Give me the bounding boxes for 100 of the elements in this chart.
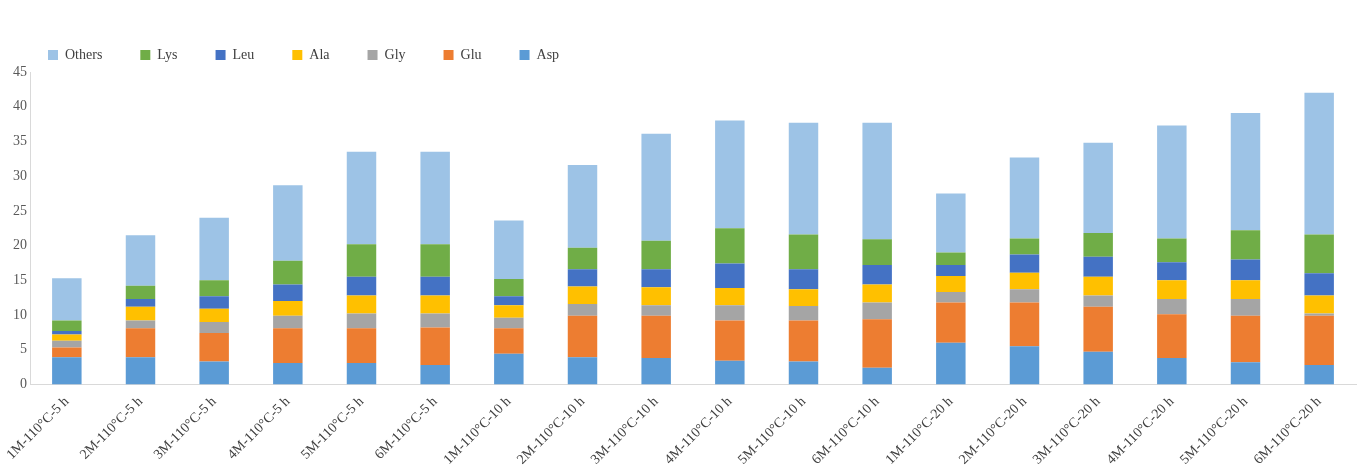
bar xyxy=(1157,262,1187,281)
bar xyxy=(1230,259,1261,281)
y-tick-label: 15 xyxy=(13,271,27,287)
bar xyxy=(862,239,892,265)
bar xyxy=(125,285,156,300)
bar xyxy=(567,269,598,287)
bar xyxy=(715,287,745,306)
bar xyxy=(273,328,303,363)
bar xyxy=(567,357,598,385)
bar xyxy=(1230,299,1261,316)
bar xyxy=(346,295,377,314)
legend-label: Leu xyxy=(232,46,255,62)
bar xyxy=(567,303,598,316)
bar xyxy=(862,284,892,303)
bar xyxy=(52,320,82,331)
legend-label: Gly xyxy=(384,46,406,62)
bar xyxy=(1230,230,1261,260)
bar xyxy=(1304,273,1334,296)
y-tick-label: 25 xyxy=(13,202,27,218)
bar xyxy=(936,292,966,303)
bar xyxy=(346,362,377,385)
bar xyxy=(346,328,377,363)
bar xyxy=(641,269,671,288)
bar xyxy=(936,193,966,253)
bar xyxy=(1009,272,1040,290)
bar xyxy=(788,289,819,306)
bar xyxy=(1157,125,1187,239)
bar xyxy=(567,286,598,304)
bar xyxy=(788,269,819,290)
bar xyxy=(199,321,229,334)
legend-label: Lys xyxy=(157,46,178,62)
bar xyxy=(936,252,966,265)
bar xyxy=(641,358,671,385)
bar xyxy=(199,361,229,385)
bar xyxy=(641,287,671,306)
bar xyxy=(199,333,229,362)
bar xyxy=(1083,256,1113,277)
bar xyxy=(1083,233,1113,257)
bar xyxy=(1009,157,1040,239)
bar xyxy=(420,295,450,314)
y-tick-label: 5 xyxy=(20,341,27,357)
y-tick-label: 30 xyxy=(13,167,27,183)
bar xyxy=(52,340,82,348)
bar xyxy=(199,296,229,309)
bar xyxy=(52,347,82,358)
bar xyxy=(1009,302,1040,347)
bar xyxy=(641,133,671,241)
bar xyxy=(273,260,303,285)
bar xyxy=(936,342,966,385)
bar xyxy=(788,234,819,270)
bar xyxy=(1157,299,1187,315)
bar xyxy=(641,240,671,270)
bar xyxy=(346,276,377,296)
bar xyxy=(494,328,524,354)
legend-label: Glu xyxy=(460,46,482,62)
legend-label: Ala xyxy=(309,46,331,62)
bar xyxy=(1230,315,1261,363)
y-tick-label: 35 xyxy=(13,133,27,149)
bar xyxy=(1009,238,1040,255)
bar xyxy=(1083,276,1113,296)
bar xyxy=(1083,295,1113,307)
bar xyxy=(936,302,966,343)
y-tick-label: 0 xyxy=(20,376,27,392)
bar xyxy=(788,305,819,321)
bar xyxy=(494,305,524,318)
bar xyxy=(1304,234,1334,274)
bar xyxy=(52,278,82,321)
y-tick-label: 45 xyxy=(13,63,27,79)
bar xyxy=(494,278,524,297)
bar xyxy=(420,313,450,328)
bar xyxy=(715,263,745,288)
y-tick-label: 10 xyxy=(13,306,27,322)
bar xyxy=(788,122,819,235)
bar xyxy=(420,364,450,385)
bar xyxy=(1304,364,1334,385)
y-tick-label: 20 xyxy=(13,237,27,253)
bar xyxy=(346,313,377,329)
bar xyxy=(273,315,303,329)
bar xyxy=(641,315,671,359)
bar xyxy=(494,220,524,279)
bar xyxy=(936,276,966,293)
bar xyxy=(125,357,156,385)
bar xyxy=(788,361,819,385)
bar xyxy=(1157,238,1187,263)
bar xyxy=(420,327,450,365)
bar xyxy=(1009,254,1040,273)
bar xyxy=(788,320,819,362)
bar xyxy=(346,151,377,245)
bar xyxy=(1083,306,1113,352)
bar xyxy=(199,280,229,297)
bar xyxy=(715,228,745,264)
legend-label: Others xyxy=(65,46,103,62)
bar xyxy=(1157,358,1187,385)
bar xyxy=(1083,351,1113,385)
bar xyxy=(125,306,156,321)
bar xyxy=(715,305,745,321)
bar xyxy=(567,165,598,248)
bar xyxy=(1304,313,1334,316)
bar xyxy=(715,360,745,385)
bar xyxy=(420,276,450,296)
